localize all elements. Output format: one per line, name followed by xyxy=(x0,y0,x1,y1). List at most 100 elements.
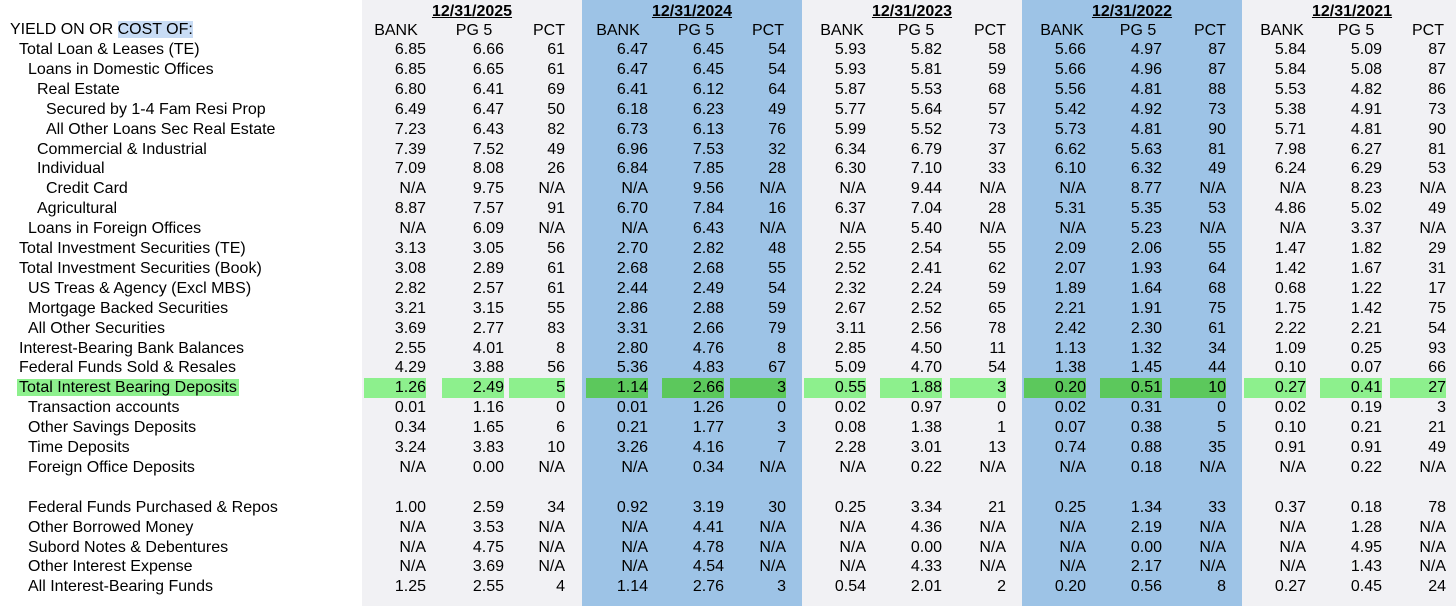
cell-bank: 1.25 xyxy=(394,578,426,596)
cell-pct: 8 xyxy=(1217,578,1226,596)
cell-pct: 8 xyxy=(777,339,786,357)
cell-bank: N/A xyxy=(621,220,648,238)
cell-bank: 6.34 xyxy=(834,140,866,158)
cell-bank: 2.44 xyxy=(616,279,648,297)
cell-bank: N/A xyxy=(621,558,648,576)
cell-pg5: 0.00 xyxy=(910,538,942,556)
cell-pg5: 6.12 xyxy=(692,80,724,98)
cell-pg5: 6.29 xyxy=(1350,160,1382,178)
row-label: Interest-Bearing Bank Balances xyxy=(19,339,244,359)
cell-pg5: 0.45 xyxy=(1350,578,1382,596)
period-date: 12/31/2022 xyxy=(1091,3,1173,20)
cell-pg5: 1.38 xyxy=(910,419,942,437)
period-date: 12/31/2021 xyxy=(1311,3,1393,20)
cell-pct: N/A xyxy=(759,558,786,576)
cell-bank: 0.25 xyxy=(1054,498,1086,516)
cell-pct: N/A xyxy=(759,220,786,238)
row-label-text: Time Deposits xyxy=(28,439,130,456)
row-label: Individual xyxy=(37,159,105,179)
cell-pg5: 0.38 xyxy=(1130,419,1162,437)
cell-bank: 5.42 xyxy=(1054,100,1086,118)
cell-pg5: 7.57 xyxy=(472,200,504,218)
cell-pct: N/A xyxy=(979,220,1006,238)
cell-pg5: 0.91 xyxy=(1350,439,1382,456)
cell-bank: 2.55 xyxy=(394,339,426,357)
cell-pg5: 4.83 xyxy=(692,359,724,377)
cell-pg5: 2.89 xyxy=(472,259,504,277)
cell-pg5: 7.04 xyxy=(910,200,942,218)
cell-bank: N/A xyxy=(1279,220,1306,238)
cell-pct: 53 xyxy=(1428,160,1446,178)
cell-pct: 73 xyxy=(988,120,1006,138)
cell-pct: 3 xyxy=(730,378,786,399)
cell-bank: N/A xyxy=(839,458,866,476)
cell-pg5: 4.54 xyxy=(692,558,724,576)
cell-bank: 6.24 xyxy=(1274,160,1306,178)
cell-pg5: 3.34 xyxy=(910,498,942,516)
cell-pct: 91 xyxy=(547,200,565,218)
cell-pg5: 4.36 xyxy=(910,518,942,536)
cell-pct: 48 xyxy=(768,240,786,257)
cell-pct: 87 xyxy=(1208,60,1226,78)
column-header-pct: PCT xyxy=(1194,22,1226,39)
cell-pct: 10 xyxy=(1170,378,1226,399)
cell-pg5: 2.49 xyxy=(442,378,504,399)
cell-pct: 83 xyxy=(547,319,565,337)
cell-pct: 31 xyxy=(1428,259,1446,277)
cell-pct: 90 xyxy=(1428,120,1446,138)
cell-pg5: 5.81 xyxy=(910,60,942,78)
cell-bank: 5.36 xyxy=(616,359,648,377)
cell-pg5: 4.91 xyxy=(1350,100,1382,118)
cell-bank: N/A xyxy=(399,180,426,198)
cell-pg5: 6.27 xyxy=(1350,140,1382,158)
row-label-text: Subord Notes & Debentures xyxy=(28,538,229,556)
cell-pct: N/A xyxy=(979,458,1006,476)
cell-bank: N/A xyxy=(1059,180,1086,198)
cell-bank: 0.74 xyxy=(1054,439,1086,456)
cell-pct: 75 xyxy=(1428,299,1446,317)
cell-pct: N/A xyxy=(979,518,1006,536)
cell-pct: 56 xyxy=(547,240,565,257)
row-label: Federal Funds Sold & Resales xyxy=(19,358,236,378)
row-label-text: Federal Funds Sold & Resales xyxy=(19,359,236,377)
cell-pct: 28 xyxy=(988,200,1006,218)
cell-bank: 2.55 xyxy=(834,240,866,257)
cell-pct: 49 xyxy=(547,140,565,158)
row-label: All Interest-Bearing Funds xyxy=(28,577,213,597)
cell-bank: 2.68 xyxy=(616,259,648,277)
cell-pct: 54 xyxy=(1428,319,1446,337)
cell-bank: 2.82 xyxy=(394,279,426,297)
cell-bank: N/A xyxy=(839,518,866,536)
cell-bank: N/A xyxy=(1279,458,1306,476)
cell-pct: 4 xyxy=(556,578,565,596)
cell-pg5: 5.23 xyxy=(1130,220,1162,238)
cell-bank: 0.08 xyxy=(834,419,866,437)
cell-pg5: 4.78 xyxy=(692,538,724,556)
row-label: Credit Card xyxy=(46,179,128,199)
cell-bank: 0.20 xyxy=(1054,578,1086,596)
cell-pct: 0 xyxy=(1217,399,1226,417)
cell-pct: 50 xyxy=(547,100,565,118)
row-label-text: Interest-Bearing Bank Balances xyxy=(19,339,245,357)
column-header-pct: PCT xyxy=(1412,22,1444,39)
cell-bank: 1.14 xyxy=(616,578,648,596)
cell-pg5: 5.09 xyxy=(1350,41,1382,58)
cell-pct: 8 xyxy=(556,339,565,357)
cell-bank: N/A xyxy=(1059,458,1086,476)
cell-pct: 61 xyxy=(547,60,565,78)
cell-bank: 6.62 xyxy=(1054,140,1086,158)
cell-bank: N/A xyxy=(621,458,648,476)
cell-pct: 67 xyxy=(768,359,786,377)
row-label: Loans in Foreign Offices xyxy=(28,219,201,239)
cell-bank: 0.27 xyxy=(1244,378,1306,399)
cell-pg5: 9.44 xyxy=(910,180,942,198)
cell-pct: 55 xyxy=(547,299,565,317)
cell-bank: 3.31 xyxy=(616,319,648,337)
cell-pg5: 5.02 xyxy=(1350,200,1382,218)
cell-pct: 87 xyxy=(1428,41,1446,58)
cell-bank: 2.85 xyxy=(834,339,866,357)
cell-pct: N/A xyxy=(1419,220,1446,238)
cell-pg5: 4.01 xyxy=(472,339,504,357)
cell-bank: N/A xyxy=(839,180,866,198)
cell-pct: N/A xyxy=(538,458,565,476)
